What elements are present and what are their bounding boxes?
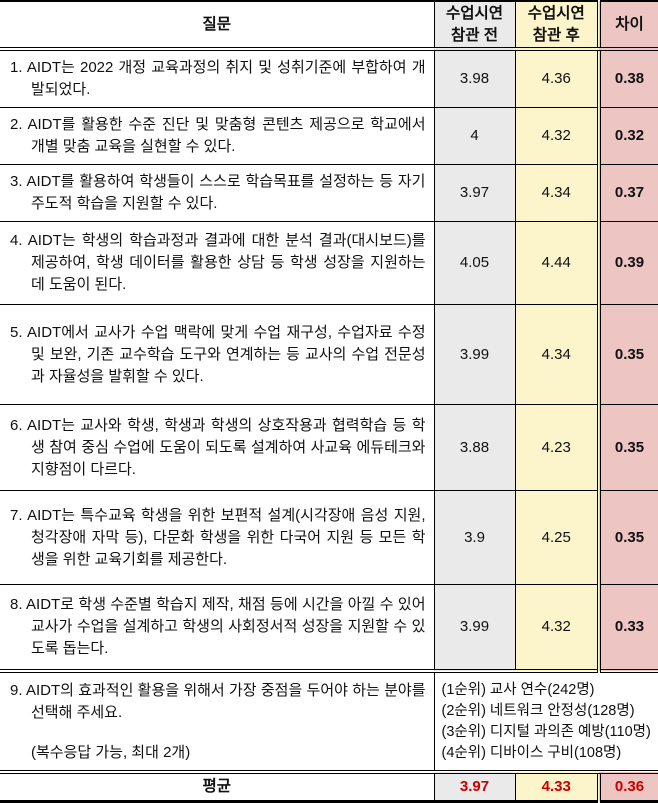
before-value: 3.99 <box>433 584 515 672</box>
before-value: 3.99 <box>433 304 515 405</box>
table-row-7: 7. AIDT는 특수교육 학생을 위한 보편적 설계(시각장애 음성 지원, … <box>0 490 658 585</box>
question-text: 7. AIDT는 특수교육 학생을 위한 보편적 설계(시각장애 음성 지원, … <box>10 506 426 568</box>
before-value: 4.05 <box>433 221 515 305</box>
priority-answer-list: (1순위) 교사 연수(242명) (2순위) 네트워크 안정성(128명) (… <box>433 669 658 773</box>
after-value: 4.44 <box>514 221 599 305</box>
after-value: 4.25 <box>514 490 599 585</box>
header-cell-question: 질문 <box>0 1 434 51</box>
average-label: 평균 <box>0 770 434 802</box>
table-row-9: 9. AIDT의 효과적인 활용을 위해서 가장 중점을 두어야 하는 분야를 … <box>0 669 658 773</box>
question-cell: 4. AIDT는 학생의 학습과정과 결과에 대한 분석 결과(대시보드)를 제… <box>0 221 434 305</box>
table-row-8: 8. AIDT로 학생 수준별 학습지 제작, 채점 등에 시간을 아낄 수 있… <box>0 584 658 672</box>
table-row-3: 3. AIDT를 활용하여 학생들이 스스로 학습목표를 설정하는 등 자기주도… <box>0 164 658 222</box>
average-row: 평균 3.97 4.33 0.36 <box>0 770 658 802</box>
priority-answer-item: (1순위) 교사 연수(242명) <box>441 681 595 698</box>
question-cell: 5. AIDT에서 교사가 수업 맥락에 맞게 수업 재구성, 수업자료 수정 … <box>0 304 434 405</box>
question-text: 1. AIDT는 2022 개정 교육과정의 취지 및 성취기준에 부합하여 개… <box>10 59 426 98</box>
after-value: 4.32 <box>514 584 599 672</box>
question-note: (복수응답 가능, 최대 2개) <box>31 743 191 761</box>
diff-value: 0.39 <box>597 221 658 305</box>
question-cell: 1. AIDT는 2022 개정 교육과정의 취지 및 성취기준에 부합하여 개… <box>0 49 434 108</box>
header-cell-diff: 차이 <box>597 1 658 51</box>
header-cell-after: 수업시연 참관 후 <box>514 1 599 51</box>
after-value: 4.34 <box>514 164 599 222</box>
table-row-6: 6. AIDT는 교사와 학생, 학생과 학생의 상호작용과 협력학습 등 학생… <box>0 404 658 491</box>
after-value: 4.32 <box>514 107 599 165</box>
header-cell-before: 수업시연 참관 전 <box>433 1 515 51</box>
question-cell: 3. AIDT를 활용하여 학생들이 스스로 학습목표를 설정하는 등 자기주도… <box>0 164 434 222</box>
diff-value: 0.38 <box>597 49 658 108</box>
after-value: 4.34 <box>514 304 599 405</box>
question-text: 3. AIDT를 활용하여 학생들이 스스로 학습목표를 설정하는 등 자기주도… <box>10 173 426 212</box>
diff-value: 0.35 <box>597 304 658 405</box>
diff-value: 0.37 <box>597 164 658 222</box>
before-value: 3.9 <box>433 490 515 585</box>
question-cell: 9. AIDT의 효과적인 활용을 위해서 가장 중점을 두어야 하는 분야를 … <box>0 669 434 773</box>
table-row-5: 5. AIDT에서 교사가 수업 맥락에 맞게 수업 재구성, 수업자료 수정 … <box>0 304 658 405</box>
after-value: 4.36 <box>514 49 599 108</box>
question-text: 4. AIDT는 학생의 학습과정과 결과에 대한 분석 결과(대시보드)를 제… <box>10 232 426 293</box>
before-value: 3.88 <box>433 404 515 491</box>
table-row-2: 2. AIDT를 활용한 수준 진단 및 맞춤형 콘텐츠 제공으로 학교에서 개… <box>0 107 658 165</box>
question-text: 5. AIDT에서 교사가 수업 맥락에 맞게 수업 재구성, 수업자료 수정 … <box>10 323 426 385</box>
question-text: 9. AIDT의 효과적인 활용을 위해서 가장 중점을 두어야 하는 분야를 … <box>10 681 426 721</box>
diff-value: 0.33 <box>597 584 658 672</box>
header-row: 질문 수업시연 참관 전 수업시연 참관 후 차이 <box>0 1 658 51</box>
question-cell: 2. AIDT를 활용한 수준 진단 및 맞춤형 콘텐츠 제공으로 학교에서 개… <box>0 107 434 165</box>
table-row-1: 1. AIDT는 2022 개정 교육과정의 취지 및 성취기준에 부합하여 개… <box>0 49 658 108</box>
question-text: 6. AIDT는 교사와 학생, 학생과 학생의 상호작용과 협력학습 등 학생… <box>10 416 426 478</box>
question-text: 2. AIDT를 활용한 수준 진단 및 맞춤형 콘텐츠 제공으로 학교에서 개… <box>10 116 426 155</box>
average-diff-value: 0.36 <box>597 770 658 802</box>
average-after-value: 4.33 <box>514 770 599 802</box>
before-value: 3.97 <box>433 164 515 222</box>
priority-answer-item: (2순위) 네트워크 안정성(128명) <box>441 702 635 719</box>
before-value: 3.98 <box>433 49 515 108</box>
average-before-value: 3.97 <box>433 770 515 802</box>
priority-answer-item: (4순위) 디바이스 구비(108명) <box>441 744 622 761</box>
question-text: 8. AIDT로 학생 수준별 학습지 제작, 채점 등에 시간을 아낄 수 있… <box>10 596 426 657</box>
before-value: 4 <box>433 107 515 165</box>
question-cell: 7. AIDT는 특수교육 학생을 위한 보편적 설계(시각장애 음성 지원, … <box>0 490 434 585</box>
question-cell: 8. AIDT로 학생 수준별 학습지 제작, 채점 등에 시간을 아낄 수 있… <box>0 584 434 672</box>
diff-value: 0.32 <box>597 107 658 165</box>
table-row-4: 4. AIDT는 학생의 학습과정과 결과에 대한 분석 결과(대시보드)를 제… <box>0 221 658 305</box>
diff-value: 0.35 <box>597 490 658 585</box>
diff-value: 0.35 <box>597 404 658 491</box>
priority-answer-item: (3순위) 디지털 과의존 예방(110명) <box>441 723 651 740</box>
question-cell: 6. AIDT는 교사와 학생, 학생과 학생의 상호작용과 협력학습 등 학생… <box>0 404 434 491</box>
after-value: 4.23 <box>514 404 599 491</box>
